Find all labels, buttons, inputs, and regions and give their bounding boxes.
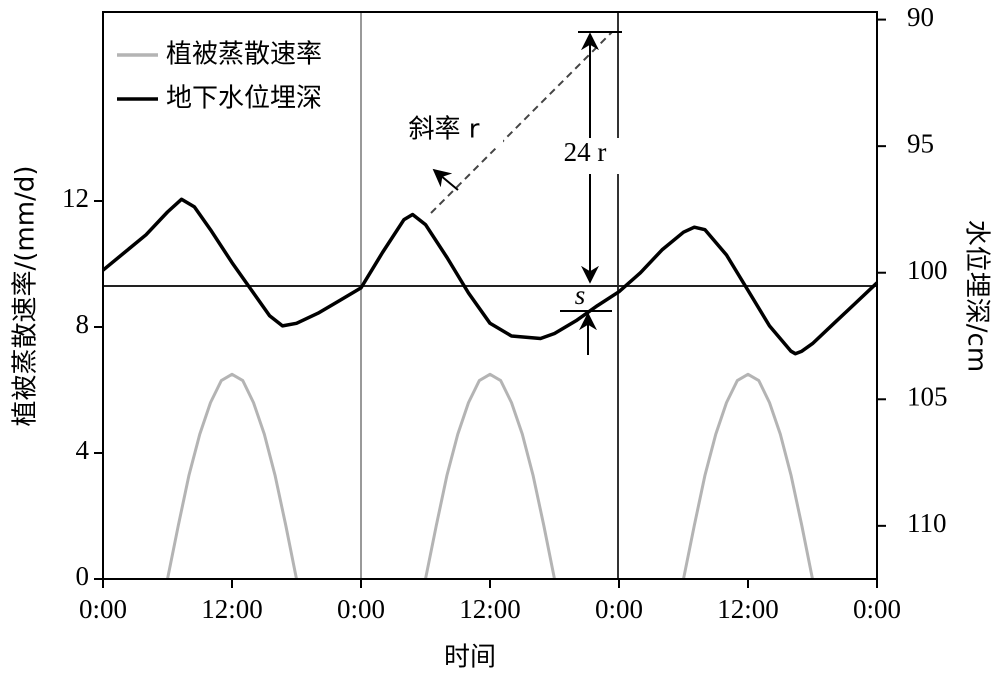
slope-line	[430, 31, 613, 214]
annotation: 斜率 r	[409, 115, 480, 145]
x-tick-label: 12:00	[459, 594, 521, 624]
x-tick-label: 0:00	[595, 594, 643, 624]
y-tick-label: 12	[62, 183, 89, 213]
y2-tick-label: 95	[907, 128, 934, 158]
y2-tick-label: 100	[907, 255, 948, 285]
y2-tick-label: 110	[907, 508, 947, 538]
annotation: s	[575, 280, 586, 310]
x-tick-label: 0:00	[337, 594, 385, 624]
y2-tick-label: 105	[907, 381, 948, 411]
y-tick-label: 4	[76, 435, 90, 465]
legend-label: 地下水位埋深	[166, 84, 322, 114]
y-tick-label: 0	[76, 561, 90, 591]
x-tick-label: 12:00	[717, 594, 779, 624]
y-axis-label: 植被蒸散速率/(mm/d)	[11, 166, 41, 427]
series-line	[101, 197, 879, 356]
annotation-arrow	[432, 168, 459, 191]
x-axis-label: 时间	[444, 643, 496, 673]
x-tick-label: 0:00	[853, 594, 901, 624]
x-tick-label: 0:00	[79, 594, 127, 624]
y2-axis-label: 水位埋深/cm	[962, 220, 992, 372]
y-tick-label: 8	[76, 309, 90, 339]
annotation-bg	[385, 110, 503, 148]
y2-tick-label: 90	[907, 2, 934, 32]
legend-label: 植被蒸散速率	[166, 40, 322, 70]
annotation: 24 r	[564, 137, 607, 167]
annotation-bg	[545, 138, 625, 174]
series-line	[166, 372, 814, 580]
x-tick-label: 12:00	[201, 594, 263, 624]
